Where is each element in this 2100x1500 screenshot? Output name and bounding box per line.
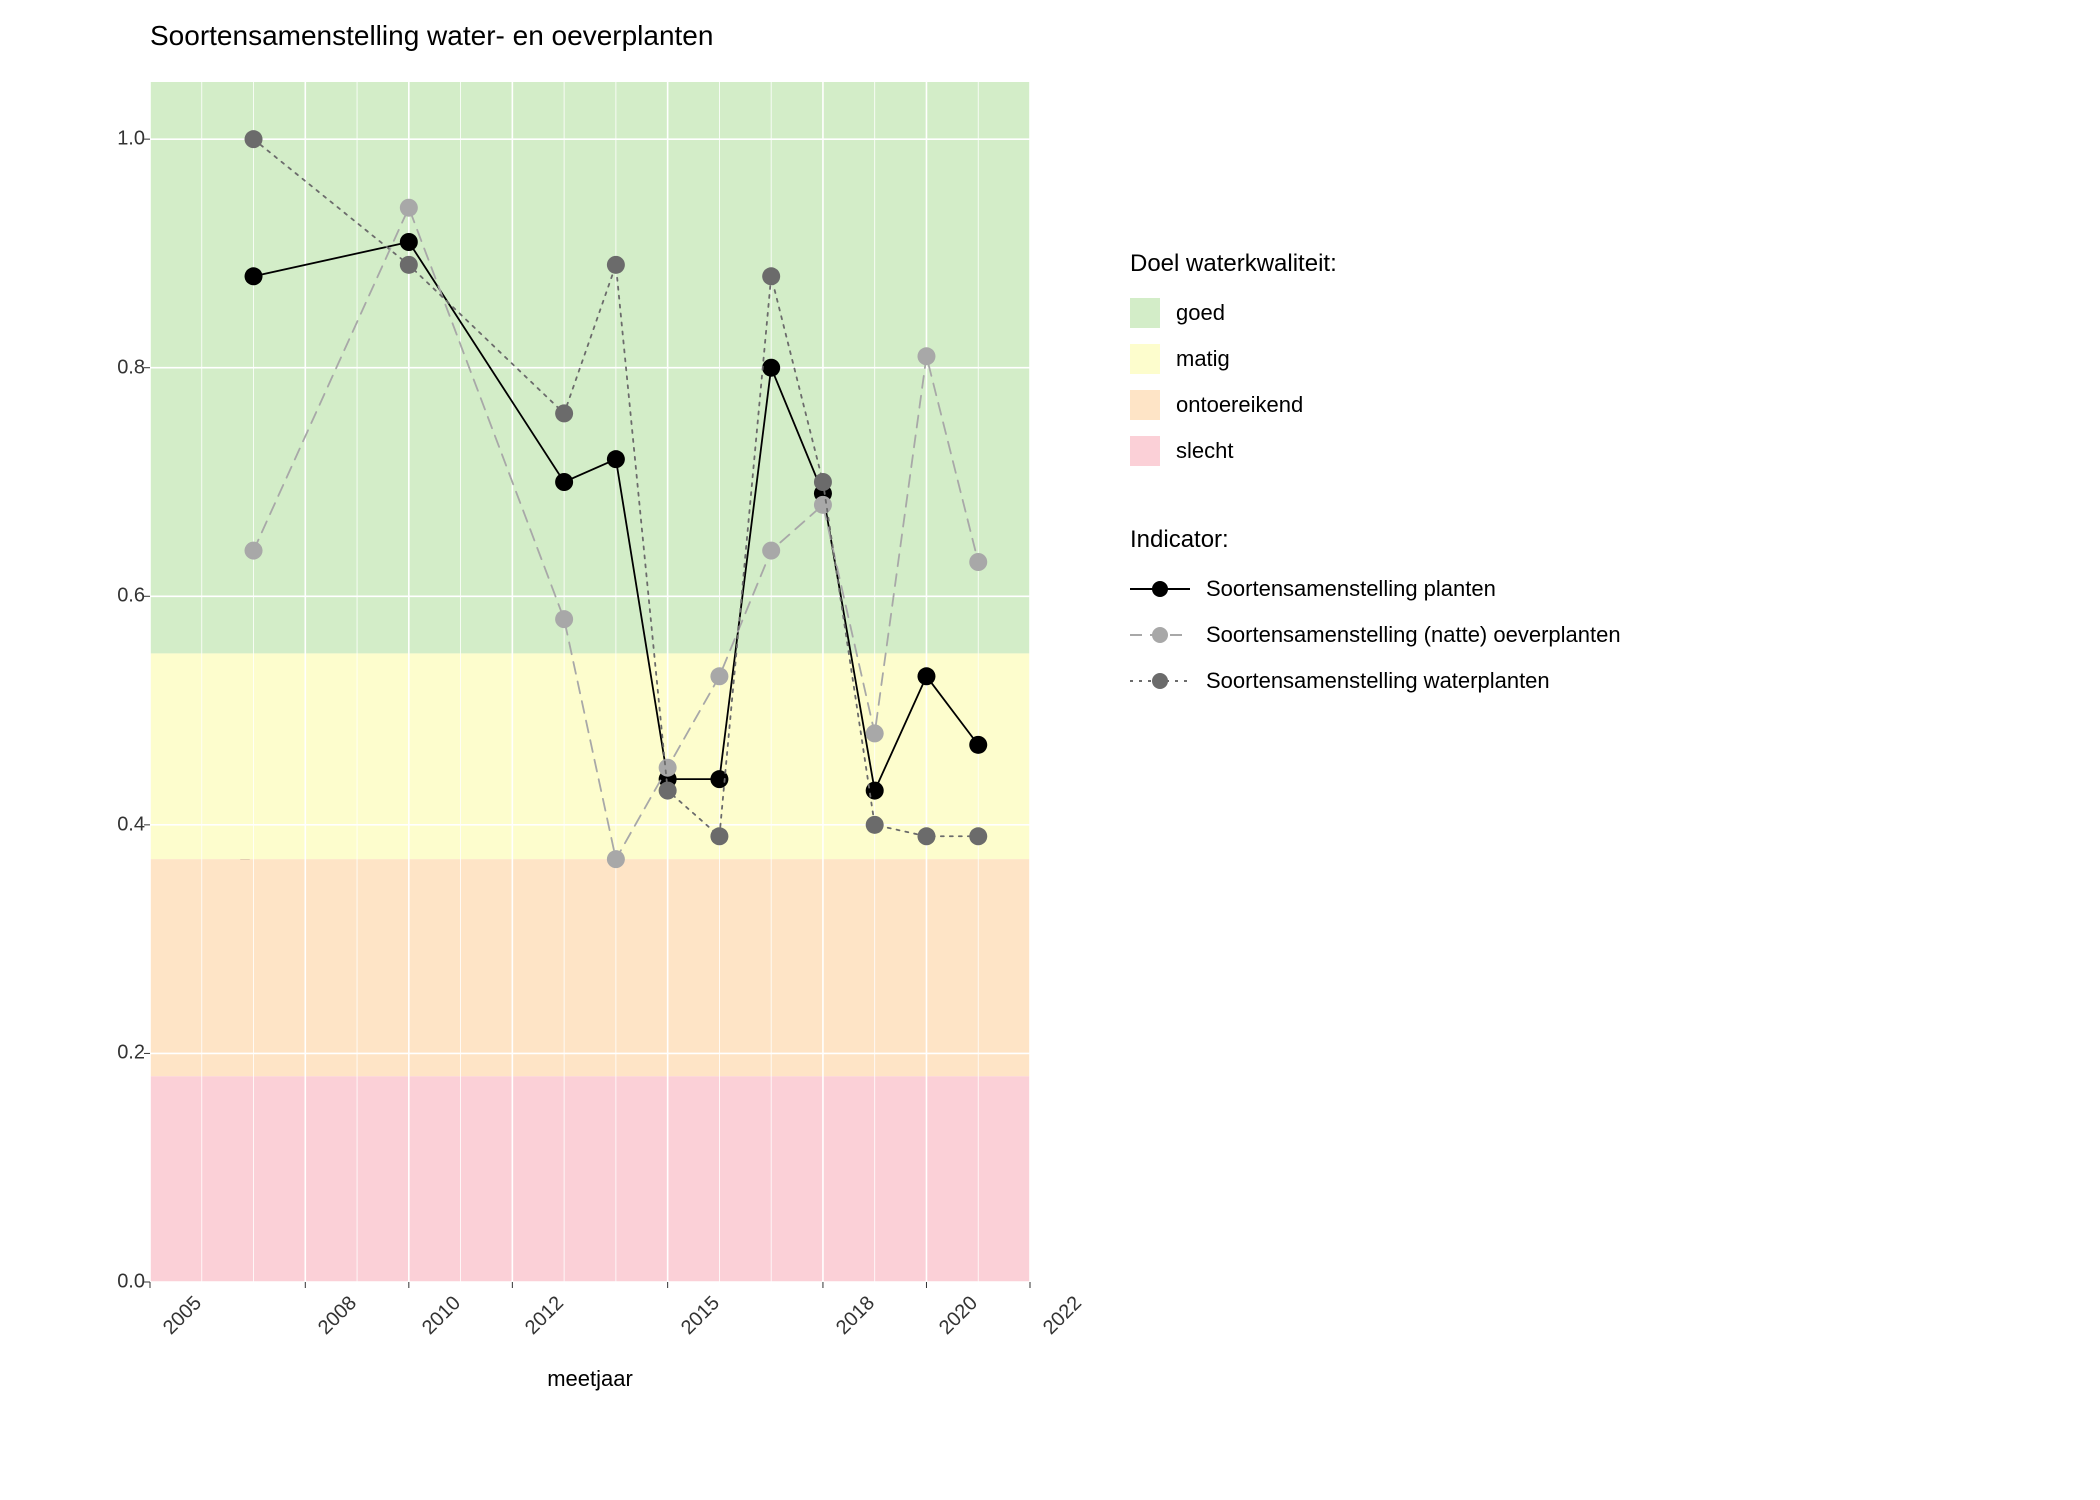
series-point-waterplanten <box>814 473 832 491</box>
legend-band-item: ontoereikend <box>1130 390 2080 420</box>
series-point-oeverplanten <box>245 542 263 560</box>
legend-band-label: ontoereikend <box>1176 392 1303 418</box>
x-tick-label: 2008 <box>314 1292 362 1340</box>
x-tick-label: 2010 <box>418 1292 466 1340</box>
series-point-planten <box>969 736 987 754</box>
series-point-oeverplanten <box>555 610 573 628</box>
y-tick-label: 0.4 <box>117 813 145 836</box>
series-point-planten <box>555 473 573 491</box>
plot <box>150 82 1030 1282</box>
series-point-oeverplanten <box>969 553 987 571</box>
legend-band-label: goed <box>1176 300 1225 326</box>
series-point-waterplanten <box>607 256 625 274</box>
legend-line-sample <box>1130 574 1190 604</box>
quality-band-matig <box>150 653 1030 859</box>
legend-swatch <box>1130 298 1160 328</box>
legend-band-item: matig <box>1130 344 2080 374</box>
legend-band-label: slecht <box>1176 438 1233 464</box>
legend-swatch <box>1130 436 1160 466</box>
chart-area: Soortensamenstelling water- en oeverplan… <box>20 20 1070 1480</box>
legend-area: Doel waterkwaliteit: goed matig ontoereike… <box>1070 20 2080 1480</box>
y-tick-label: 0.8 <box>117 356 145 379</box>
series-point-waterplanten <box>762 267 780 285</box>
series-point-oeverplanten <box>659 759 677 777</box>
y-tick-label: 1.0 <box>117 128 145 151</box>
series-point-waterplanten <box>969 827 987 845</box>
series-point-planten <box>607 450 625 468</box>
y-tick-label: 0.6 <box>117 585 145 608</box>
chart-container: Soortensamenstelling water- en oeverplan… <box>20 20 2080 1480</box>
series-point-waterplanten <box>866 816 884 834</box>
series-point-waterplanten <box>400 256 418 274</box>
chart-title: Soortensamenstelling water- en oeverplan… <box>150 20 1070 52</box>
series-point-planten <box>400 233 418 251</box>
legend-swatch <box>1130 390 1160 420</box>
legend-series-label: Soortensamenstelling planten <box>1206 576 1496 602</box>
legend-series-item: Soortensamenstelling (natte) oeverplante… <box>1130 620 2080 650</box>
series-point-oeverplanten <box>400 199 418 217</box>
series-point-oeverplanten <box>866 724 884 742</box>
legend-band-item: goed <box>1130 298 2080 328</box>
x-tick-label: 2005 <box>159 1292 207 1340</box>
legend-series-item: Soortensamenstelling waterplanten <box>1130 666 2080 696</box>
series-point-oeverplanten <box>710 667 728 685</box>
series-point-oeverplanten <box>607 850 625 868</box>
quality-band-ontoereikend <box>150 859 1030 1076</box>
series-point-waterplanten <box>917 827 935 845</box>
quality-band-slecht <box>150 1076 1030 1282</box>
legend-indicator-title: Indicator: <box>1130 526 2080 554</box>
legend-indicator-block: Indicator: Soortensamenstelling planten S… <box>1130 526 2080 696</box>
plot-wrapper: kwaliteitscore (0 is minimaal, 1 is maxi… <box>20 62 1070 1412</box>
legend-band-label: matig <box>1176 346 1230 372</box>
series-point-planten <box>245 267 263 285</box>
series-point-oeverplanten <box>917 347 935 365</box>
legend-quality-block: Doel waterkwaliteit: goed matig ontoereike… <box>1130 250 2080 466</box>
legend-series-item: Soortensamenstelling planten <box>1130 574 2080 604</box>
series-point-planten <box>917 667 935 685</box>
legend-line-sample <box>1130 666 1190 696</box>
legend-band-item: slecht <box>1130 436 2080 466</box>
legend-series-label: Soortensamenstelling waterplanten <box>1206 668 1550 694</box>
series-point-oeverplanten <box>814 496 832 514</box>
x-tick-label: 2018 <box>832 1292 880 1340</box>
series-point-waterplanten <box>710 827 728 845</box>
series-point-waterplanten <box>245 130 263 148</box>
x-axis-label: meetjaar <box>547 1366 633 1392</box>
series-point-planten <box>762 359 780 377</box>
series-point-oeverplanten <box>762 542 780 560</box>
legend-series-label: Soortensamenstelling (natte) oeverplante… <box>1206 622 1621 648</box>
legend-quality-title: Doel waterkwaliteit: <box>1130 250 2080 278</box>
series-point-waterplanten <box>659 782 677 800</box>
y-tick-label: 0.2 <box>117 1042 145 1065</box>
series-point-waterplanten <box>555 404 573 422</box>
x-tick-label: 2020 <box>936 1292 984 1340</box>
legend-swatch <box>1130 344 1160 374</box>
x-tick-label: 2015 <box>677 1292 725 1340</box>
legend-line-sample <box>1130 620 1190 650</box>
y-tick-label: 0.0 <box>117 1271 145 1294</box>
x-tick-label: 2012 <box>521 1292 569 1340</box>
plot-svg <box>150 82 1030 1282</box>
